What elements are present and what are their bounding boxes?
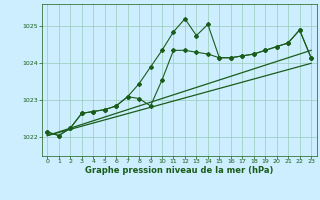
X-axis label: Graphe pression niveau de la mer (hPa): Graphe pression niveau de la mer (hPa): [85, 166, 273, 175]
